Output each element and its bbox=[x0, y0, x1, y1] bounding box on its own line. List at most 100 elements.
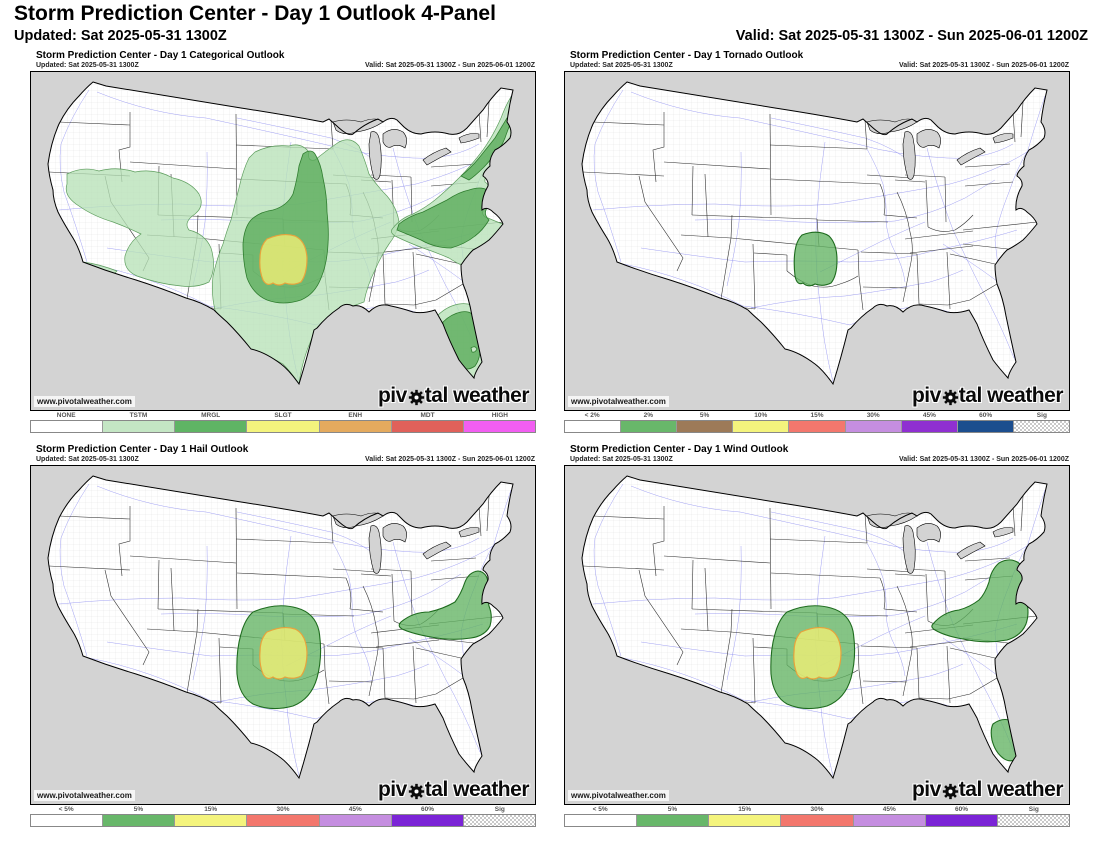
panel-title: Storm Prediction Center - Day 1 Tornado … bbox=[570, 50, 804, 61]
legend-swatch bbox=[733, 421, 790, 432]
legend-label: 5% bbox=[699, 412, 710, 419]
legend-label: HIGH bbox=[491, 412, 508, 419]
gear-icon bbox=[408, 389, 424, 405]
legend-label: 5% bbox=[133, 806, 144, 813]
legend-label: Sig bbox=[1036, 412, 1047, 419]
legend-label: 30% bbox=[276, 806, 290, 813]
panel-title: Storm Prediction Center - Day 1 Hail Out… bbox=[36, 444, 249, 455]
legend-swatch bbox=[845, 421, 902, 432]
logo-text-post: tal weather bbox=[958, 778, 1064, 801]
page-valid-timestamp: Valid: Sat 2025-05-31 1300Z - Sun 2025-0… bbox=[735, 28, 1088, 44]
legend-swatch bbox=[247, 421, 320, 432]
legend-swatch bbox=[103, 421, 176, 432]
legend-label: < 5% bbox=[592, 806, 608, 813]
legend-swatch bbox=[565, 815, 638, 826]
legend-swatch bbox=[103, 815, 176, 826]
legend-label: 10% bbox=[754, 412, 768, 419]
legend-label: 15% bbox=[204, 806, 218, 813]
legend-swatch bbox=[391, 815, 464, 826]
legend-wind: < 5% 5% 15% 30% 45% 60% Sig bbox=[564, 806, 1070, 827]
page-title: Storm Prediction Center - Day 1 Outlook … bbox=[14, 2, 496, 25]
risk-area-hail-15% bbox=[259, 626, 308, 680]
pivotal-weather-logo: piv tal weather bbox=[911, 384, 1064, 408]
legend-hail: < 5% 5% 15% 30% 45% 60% Sig bbox=[30, 806, 536, 827]
risk-area-tornado-2% bbox=[793, 231, 838, 287]
legend-label: 15% bbox=[810, 412, 824, 419]
legend-swatch bbox=[957, 421, 1014, 432]
panel-title: Storm Prediction Center - Day 1 Wind Out… bbox=[570, 444, 789, 455]
logo-text-post: tal weather bbox=[424, 384, 530, 407]
legend-swatch-sig bbox=[1013, 421, 1069, 432]
legend-swatch bbox=[637, 815, 710, 826]
pivotal-weather-logo: piv tal weather bbox=[378, 778, 530, 802]
legend-label: 60% bbox=[421, 806, 435, 813]
legend-label: Sig bbox=[494, 806, 505, 813]
gear-icon bbox=[942, 389, 958, 405]
logo-text-pre: piv bbox=[911, 384, 941, 407]
panel-valid-timestamp: Valid: Sat 2025-05-31 1300Z - Sun 2025-0… bbox=[364, 62, 535, 69]
panel-wind: Storm Prediction Center - Day 1 Wind Out… bbox=[564, 444, 1071, 827]
risk-area-categorical-SLGT bbox=[259, 233, 308, 286]
legend-label: 60% bbox=[979, 412, 993, 419]
legend-swatch bbox=[175, 815, 248, 826]
risk-area-categorical-MRGL bbox=[460, 117, 512, 181]
outlook-map-tornado: www.pivotalweather.com piv tal weather bbox=[564, 71, 1070, 411]
page-updated-timestamp: Updated: Sat 2025-05-31 1300Z bbox=[14, 28, 227, 44]
legend-label: NONE bbox=[56, 412, 76, 419]
legend-swatch bbox=[31, 421, 104, 432]
legend-swatch bbox=[463, 421, 535, 432]
watermark-url: www.pivotalweather.com bbox=[34, 396, 135, 407]
panel-tornado: Storm Prediction Center - Day 1 Tornado … bbox=[564, 50, 1071, 433]
panel-updated-timestamp: Updated: Sat 2025-05-31 1300Z bbox=[570, 456, 673, 463]
risk-area-categorical-TSTM bbox=[65, 168, 214, 287]
legend-swatch bbox=[175, 421, 248, 432]
legend-label: 5% bbox=[667, 806, 678, 813]
legend-swatch-sig bbox=[997, 815, 1069, 826]
legend-label: 60% bbox=[955, 806, 969, 813]
watermark-url: www.pivotalweather.com bbox=[568, 396, 669, 407]
legend-tornado: < 2% 2% 5% 10% 15% 30% 45% 60% Sig bbox=[564, 412, 1070, 433]
panel-valid-timestamp: Valid: Sat 2025-05-31 1300Z - Sun 2025-0… bbox=[898, 62, 1069, 69]
panel-updated-timestamp: Updated: Sat 2025-05-31 1300Z bbox=[36, 62, 139, 69]
panel-valid-timestamp: Valid: Sat 2025-05-31 1300Z - Sun 2025-0… bbox=[364, 456, 535, 463]
legend-label: 45% bbox=[348, 806, 362, 813]
legend-label: TSTM bbox=[129, 412, 148, 419]
legend-label: < 5% bbox=[58, 806, 74, 813]
legend-label: 2% bbox=[643, 412, 654, 419]
outlook-map-wind: www.pivotalweather.com piv tal weather bbox=[564, 465, 1070, 805]
legend-swatch bbox=[621, 421, 678, 432]
panel-title: Storm Prediction Center - Day 1 Categori… bbox=[36, 50, 285, 61]
logo-text-post: tal weather bbox=[958, 384, 1064, 407]
legend-label: 45% bbox=[882, 806, 896, 813]
legend-swatch bbox=[391, 421, 464, 432]
panel-updated-timestamp: Updated: Sat 2025-05-31 1300Z bbox=[570, 62, 673, 69]
watermark-url: www.pivotalweather.com bbox=[34, 790, 135, 801]
legend-label: SLGT bbox=[274, 412, 292, 419]
legend-swatch bbox=[709, 815, 782, 826]
panel-hail: Storm Prediction Center - Day 1 Hail Out… bbox=[30, 444, 537, 827]
panel-updated-timestamp: Updated: Sat 2025-05-31 1300Z bbox=[36, 456, 139, 463]
legend-swatch bbox=[319, 421, 392, 432]
legend-label: ENH bbox=[348, 412, 363, 419]
logo-text-pre: piv bbox=[377, 384, 407, 407]
watermark-url: www.pivotalweather.com bbox=[568, 790, 669, 801]
panel-valid-timestamp: Valid: Sat 2025-05-31 1300Z - Sun 2025-0… bbox=[898, 456, 1069, 463]
gear-icon bbox=[942, 783, 958, 799]
gear-icon bbox=[408, 783, 424, 799]
legend-label: 30% bbox=[866, 412, 880, 419]
legend-label: Sig bbox=[1028, 806, 1039, 813]
legend-label: MRGL bbox=[201, 412, 221, 419]
legend-swatch bbox=[901, 421, 958, 432]
legend-swatch bbox=[781, 815, 854, 826]
legend-label: 30% bbox=[810, 806, 824, 813]
legend-categorical: NONE TSTM MRGL SLGT ENH MDT HIGH bbox=[30, 412, 536, 433]
legend-label: 15% bbox=[738, 806, 752, 813]
pivotal-weather-logo: piv tal weather bbox=[377, 384, 530, 408]
logo-text-pre: piv bbox=[911, 778, 941, 801]
panel-categorical: Storm Prediction Center - Day 1 Categori… bbox=[30, 50, 537, 433]
legend-swatch bbox=[565, 421, 622, 432]
legend-swatch bbox=[31, 815, 104, 826]
legend-label: MDT bbox=[420, 412, 435, 419]
legend-swatch bbox=[319, 815, 392, 826]
